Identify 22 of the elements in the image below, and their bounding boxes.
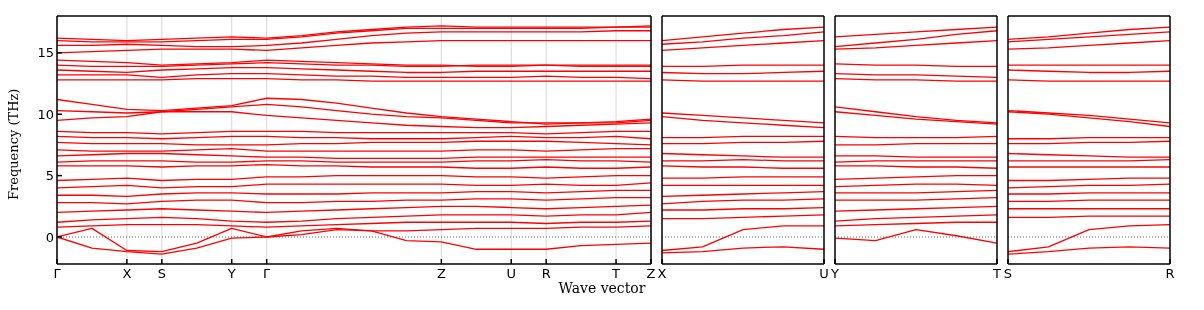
x-tick-label: T — [611, 266, 621, 282]
x-tick-label: T — [992, 266, 1002, 282]
x-tick-label: Y — [226, 266, 236, 282]
x-tick-label: Y — [830, 266, 840, 282]
x-tick-label: R — [541, 266, 551, 282]
x-tick-label: S — [1003, 266, 1013, 282]
x-tick-label: Γ — [263, 266, 272, 282]
x-tick-label: X — [657, 266, 667, 282]
x-tick-label: Z — [436, 266, 446, 282]
x-tick-label: Z — [646, 266, 656, 282]
y-tick-label: 10 — [37, 106, 54, 122]
y-axis-title: Frequency (THz) — [6, 88, 21, 200]
x-tick-label: X — [122, 266, 132, 282]
y-tick-label: 5 — [45, 168, 54, 184]
x-tick-label: R — [1165, 266, 1175, 282]
x-tick-label: S — [157, 266, 166, 282]
y-tick-label: 15 — [37, 45, 54, 61]
x-axis-title: Wave vector — [557, 280, 647, 296]
x-tick-label: U — [819, 266, 829, 282]
x-tick-label: Γ — [53, 266, 62, 282]
x-tick-label: U — [506, 266, 516, 282]
y-tick-label: 0 — [45, 229, 54, 245]
